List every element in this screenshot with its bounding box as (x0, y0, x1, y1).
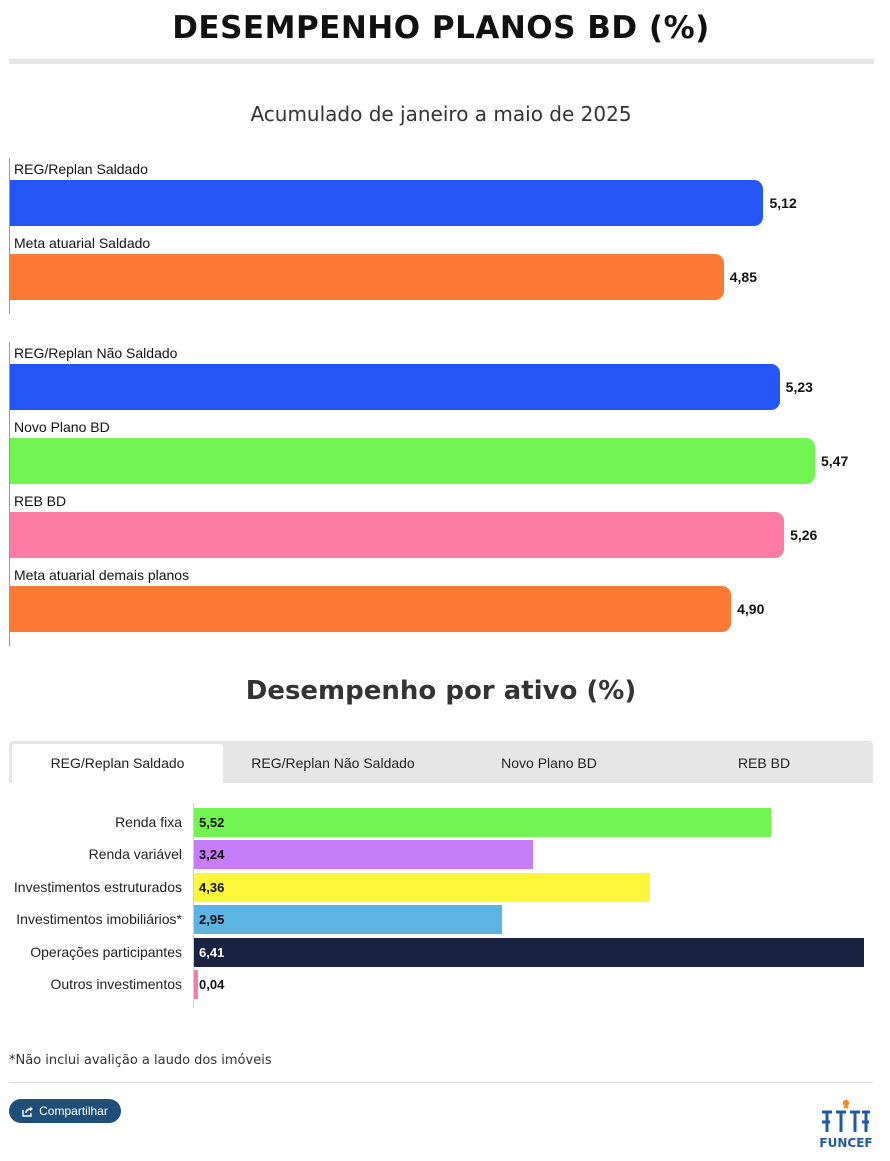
share-label: Compartilhar (39, 1104, 108, 1118)
bar (10, 586, 732, 632)
bar-value-label: 4,85 (729, 269, 757, 285)
plan-tabs: REG/Replan Saldado REG/Replan Não Saldad… (9, 741, 873, 783)
asset-value-label: 0,04 (199, 977, 225, 992)
asset-chart-axis (193, 803, 194, 1008)
tab-reg-replan-nao-saldado[interactable]: REG/Replan Não Saldado (251, 755, 415, 771)
funcef-logo (818, 1098, 874, 1152)
share-icon (22, 1106, 34, 1117)
bar-label: REB BD (14, 493, 67, 509)
bar-value-label: 4,90 (737, 601, 765, 617)
bar (10, 438, 815, 484)
asset-category-label: Renda variável (88, 846, 182, 863)
asset-bar (194, 840, 533, 870)
bar-group-axis (9, 158, 10, 314)
asset-value-label: 5,52 (199, 815, 225, 830)
asset-value-label: 6,41 (199, 944, 225, 960)
tab-reg-replan-saldado[interactable]: REG/Replan Saldado (12, 744, 223, 783)
page-title: DESEMPENHO PLANOS BD (%) (172, 10, 710, 46)
asset-category-label: Outros investimentos (50, 976, 183, 992)
asset-bar (194, 808, 771, 837)
asset-value-label: 2,95 (199, 912, 225, 928)
share-button[interactable]: Compartilhar (9, 1099, 121, 1123)
bar-value-label: 5,26 (790, 527, 818, 543)
logo-text: FUNCEF (819, 1136, 873, 1150)
asset-bar (194, 872, 650, 902)
asset-category-label: Operações participantes (30, 943, 182, 960)
tab-reb-bd[interactable]: REB BD (737, 755, 791, 771)
bar-label: Novo Plano BD (14, 419, 110, 435)
asset-bar (194, 937, 864, 967)
bar-label: REG/Replan Não Saldado (14, 345, 178, 361)
asset-value-label: 3,24 (199, 847, 225, 863)
title-divider (9, 59, 874, 64)
bar-label: Meta atuarial demais planos (14, 567, 190, 583)
bar (10, 180, 764, 226)
asset-category-label: Investimentos estruturados (13, 878, 182, 895)
tab-novo-plano-bd[interactable]: Novo Plano BD (501, 755, 597, 771)
bar-label: REG/Replan Saldado (14, 161, 148, 177)
bar (10, 364, 780, 410)
footer-divider (9, 1082, 873, 1083)
asset-category-label: Renda fixa (115, 814, 182, 830)
bar-group-axis (9, 342, 10, 646)
asset-bar (194, 970, 199, 999)
bar-label: Meta atuarial Saldado (14, 235, 151, 251)
bar (10, 254, 724, 300)
bar-value-label: 5,23 (785, 379, 813, 395)
asset-category-label: Investimentos imobiliários* (16, 911, 182, 928)
bar-value-label: 5,12 (769, 195, 797, 211)
asset-bar (194, 905, 503, 935)
bar-value-label: 5,47 (821, 453, 849, 469)
footnote: *Não inclui avalição a laudo dos imóveis (9, 1053, 272, 1068)
chart-subtitle: Acumulado de janeiro a maio de 2025 (250, 102, 632, 126)
bar (10, 512, 785, 558)
section-title: Desempenho por ativo (%) (245, 676, 637, 706)
asset-value-label: 4,36 (199, 879, 225, 895)
